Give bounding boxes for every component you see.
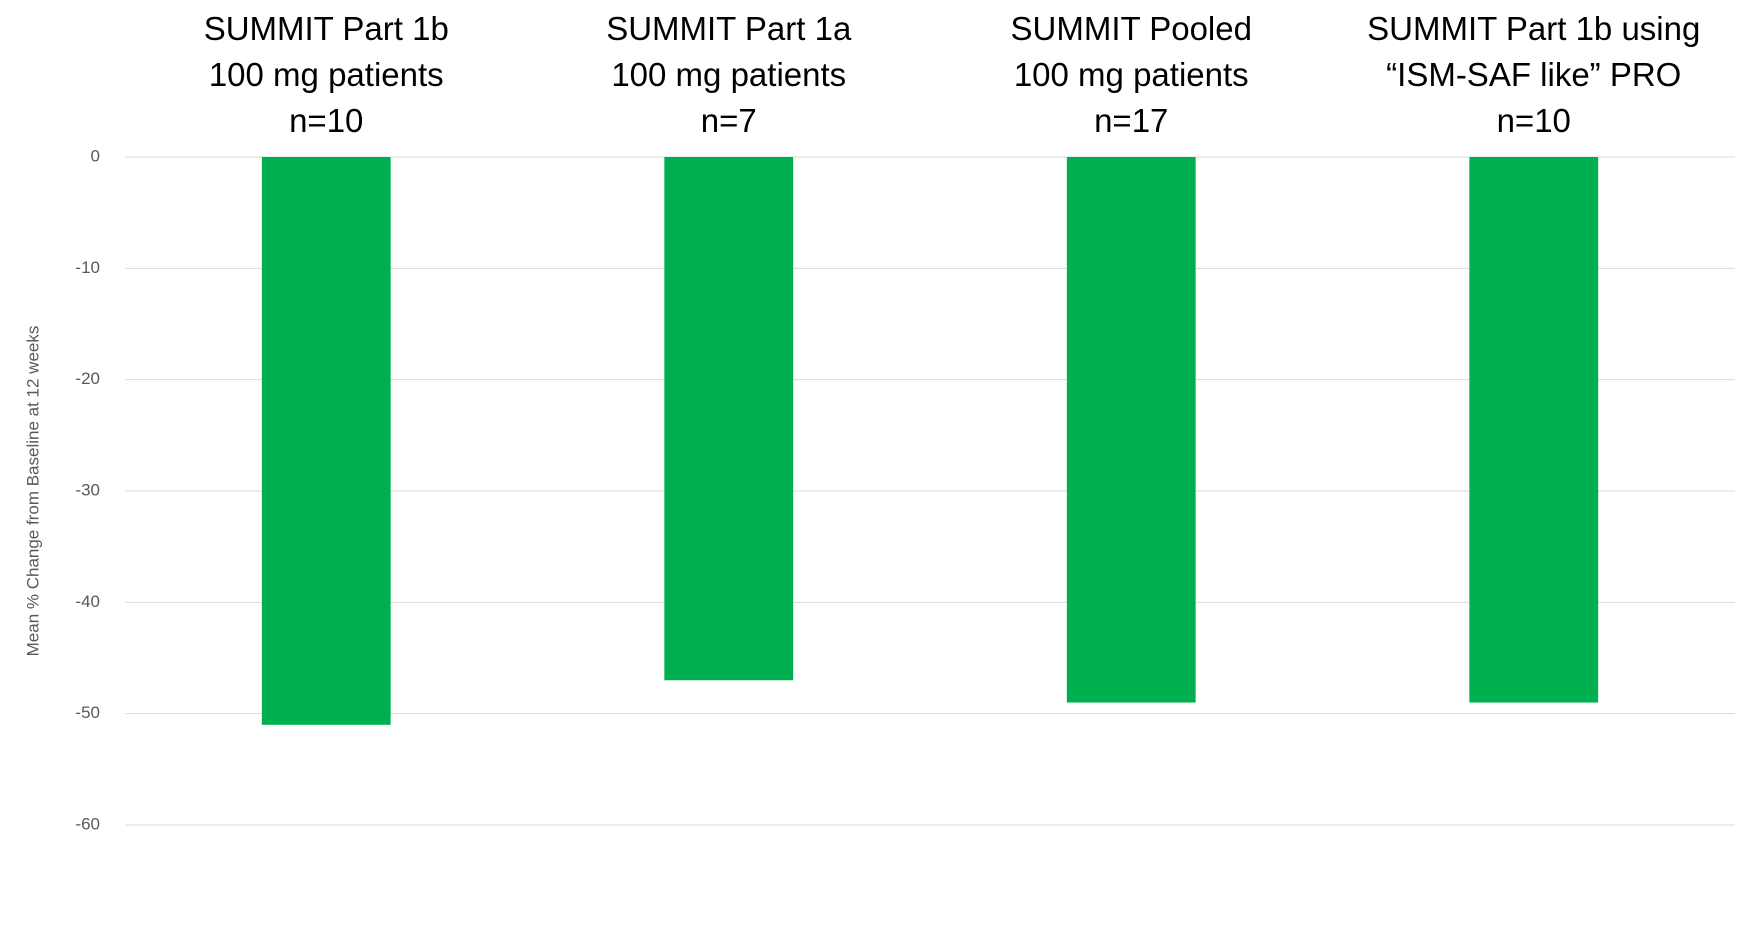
category-label: SUMMIT Part 1b using “ISM-SAF like” PRO … — [1367, 10, 1701, 139]
y-tick-label: -20 — [75, 369, 100, 388]
bar — [1469, 157, 1599, 703]
y-tick-label: -50 — [75, 703, 100, 722]
y-tick-label: -10 — [75, 258, 100, 277]
category-label: SUMMIT Part 1a 100 mg patients n=7 — [606, 10, 852, 139]
category-label: SUMMIT Part 1b 100 mg patients n=10 — [203, 10, 449, 139]
y-tick-label: -40 — [75, 592, 100, 611]
bar — [664, 157, 794, 681]
y-tick-label: -30 — [75, 480, 100, 499]
y-axis-label: Mean % Change from Baseline at 12 weeks — [23, 326, 42, 657]
category-label: SUMMIT Pooled 100 mg patients n=17 — [1010, 10, 1252, 139]
bar — [1066, 157, 1196, 703]
y-tick-label: 0 — [91, 146, 100, 165]
y-tick-label: -60 — [75, 814, 100, 833]
bar — [261, 157, 391, 725]
